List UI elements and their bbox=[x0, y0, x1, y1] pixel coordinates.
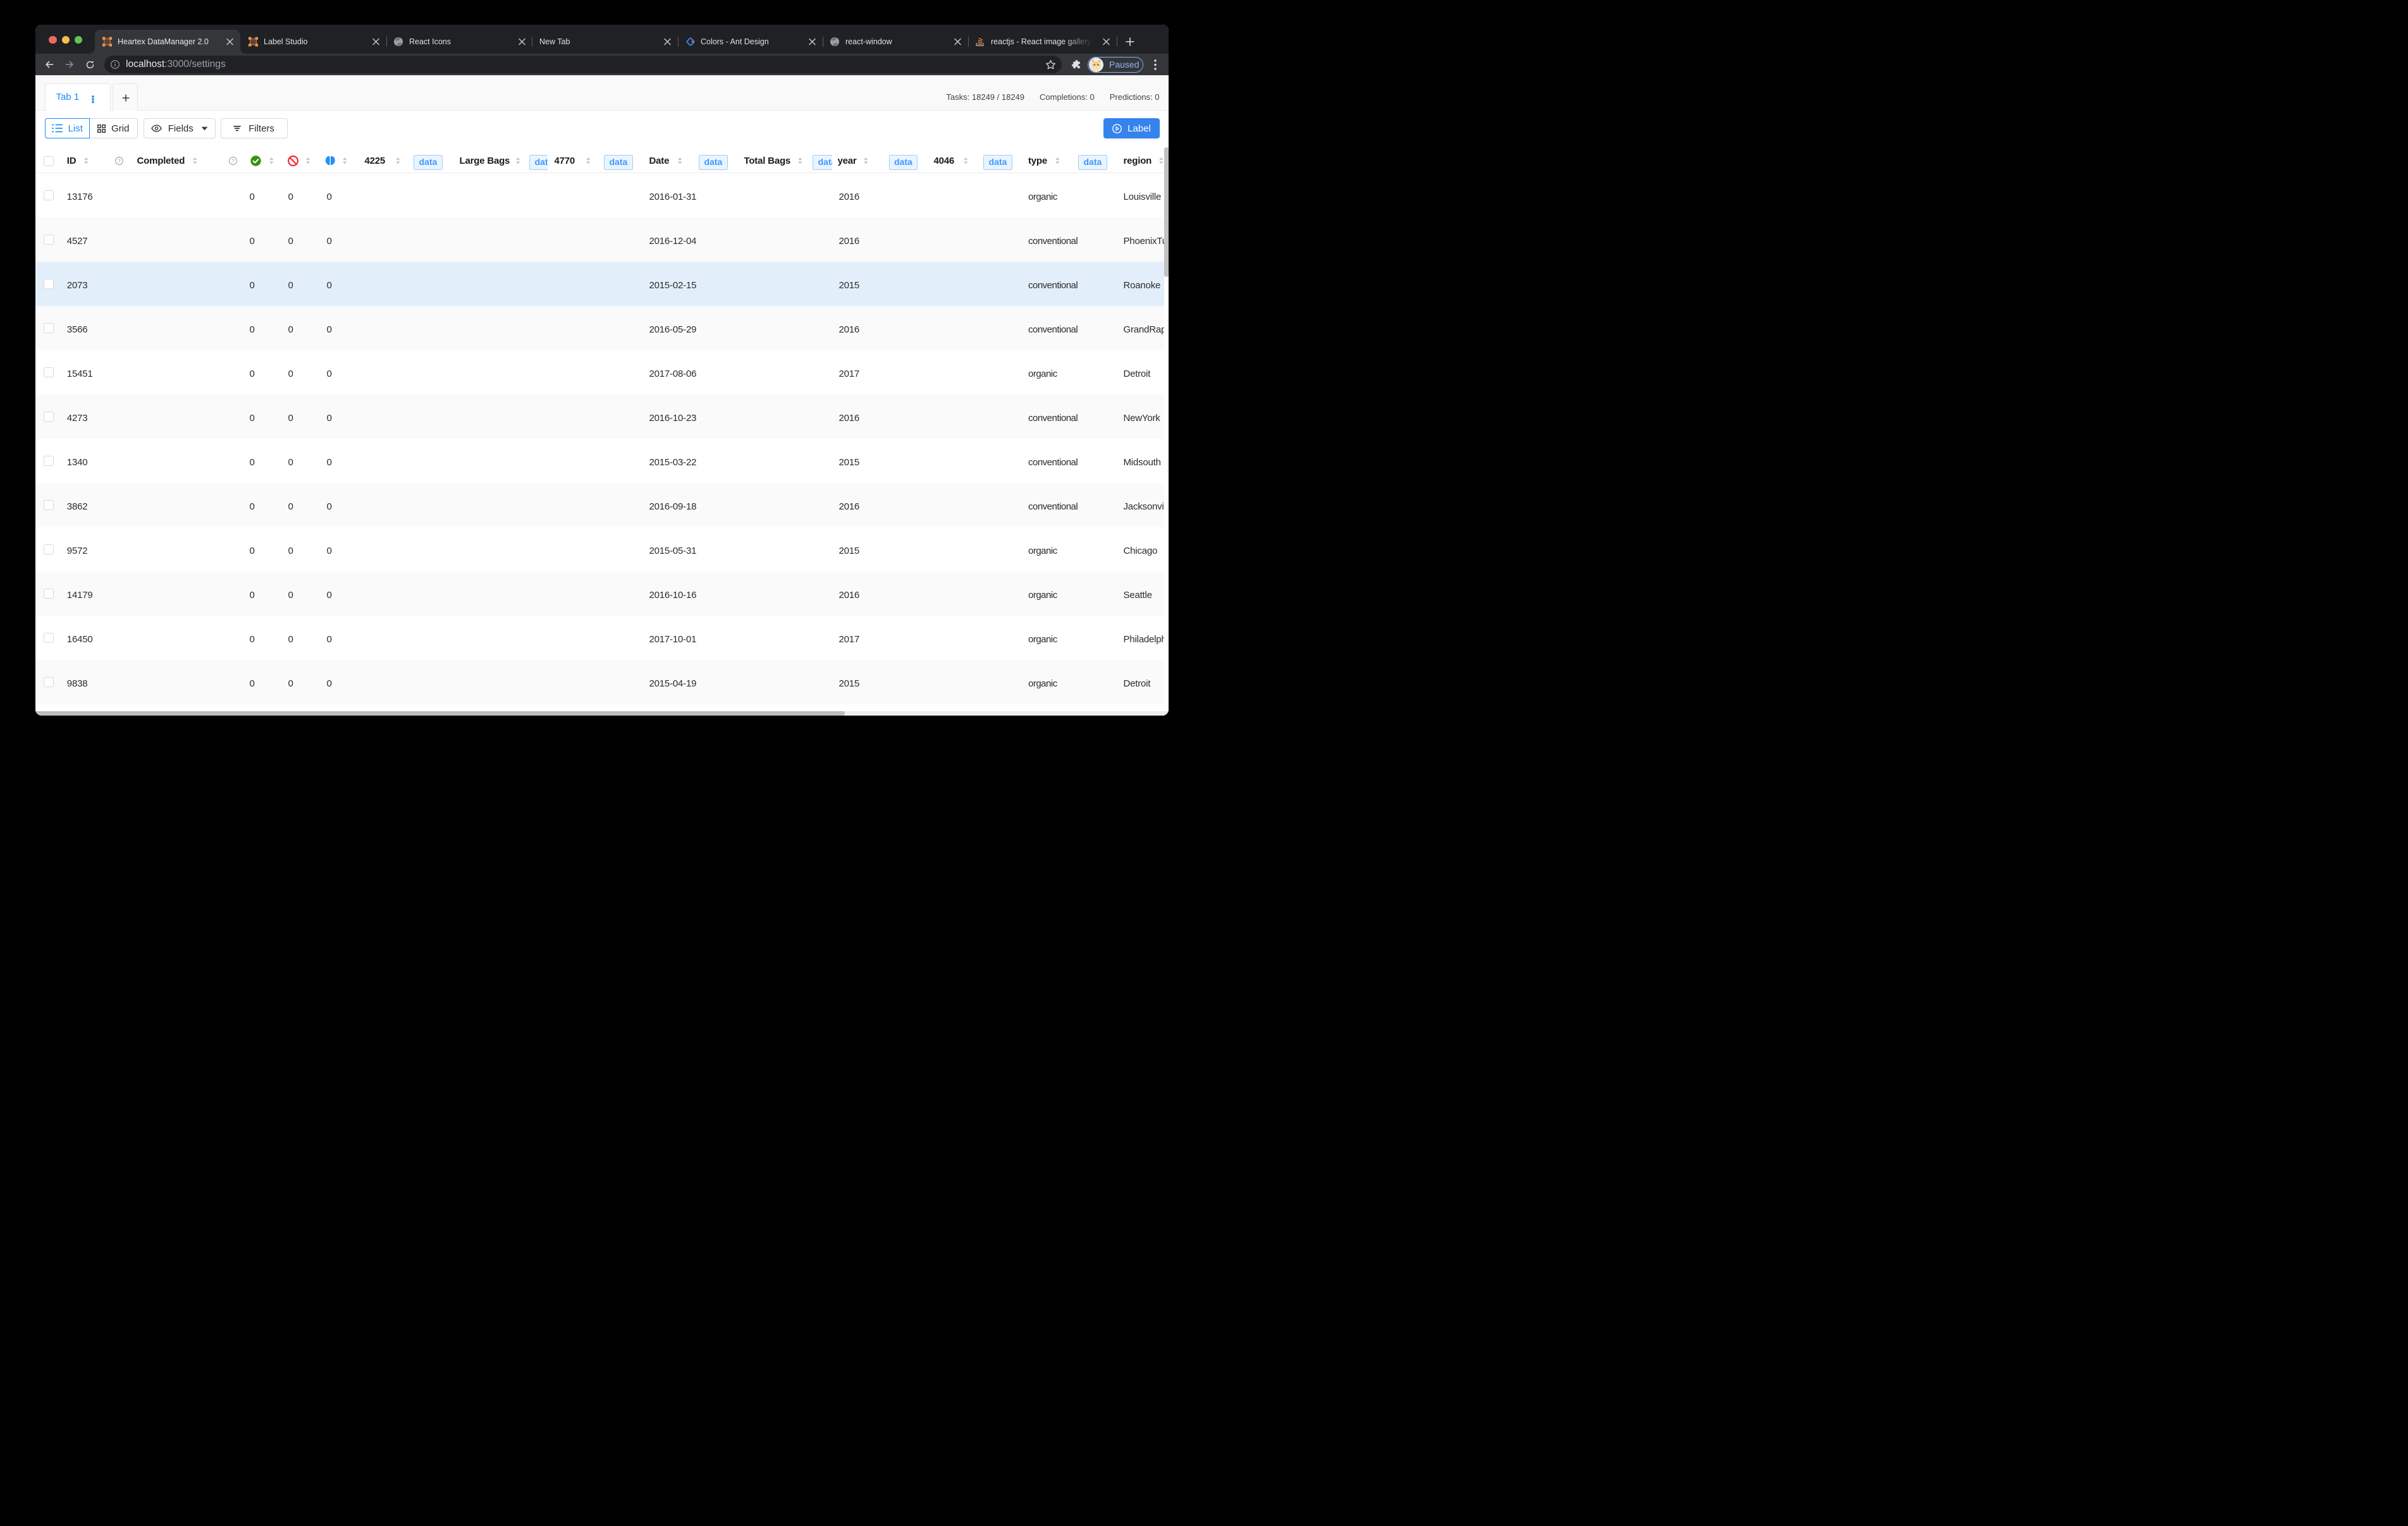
svg-text:?: ? bbox=[231, 158, 235, 164]
svg-text:?: ? bbox=[118, 158, 121, 164]
